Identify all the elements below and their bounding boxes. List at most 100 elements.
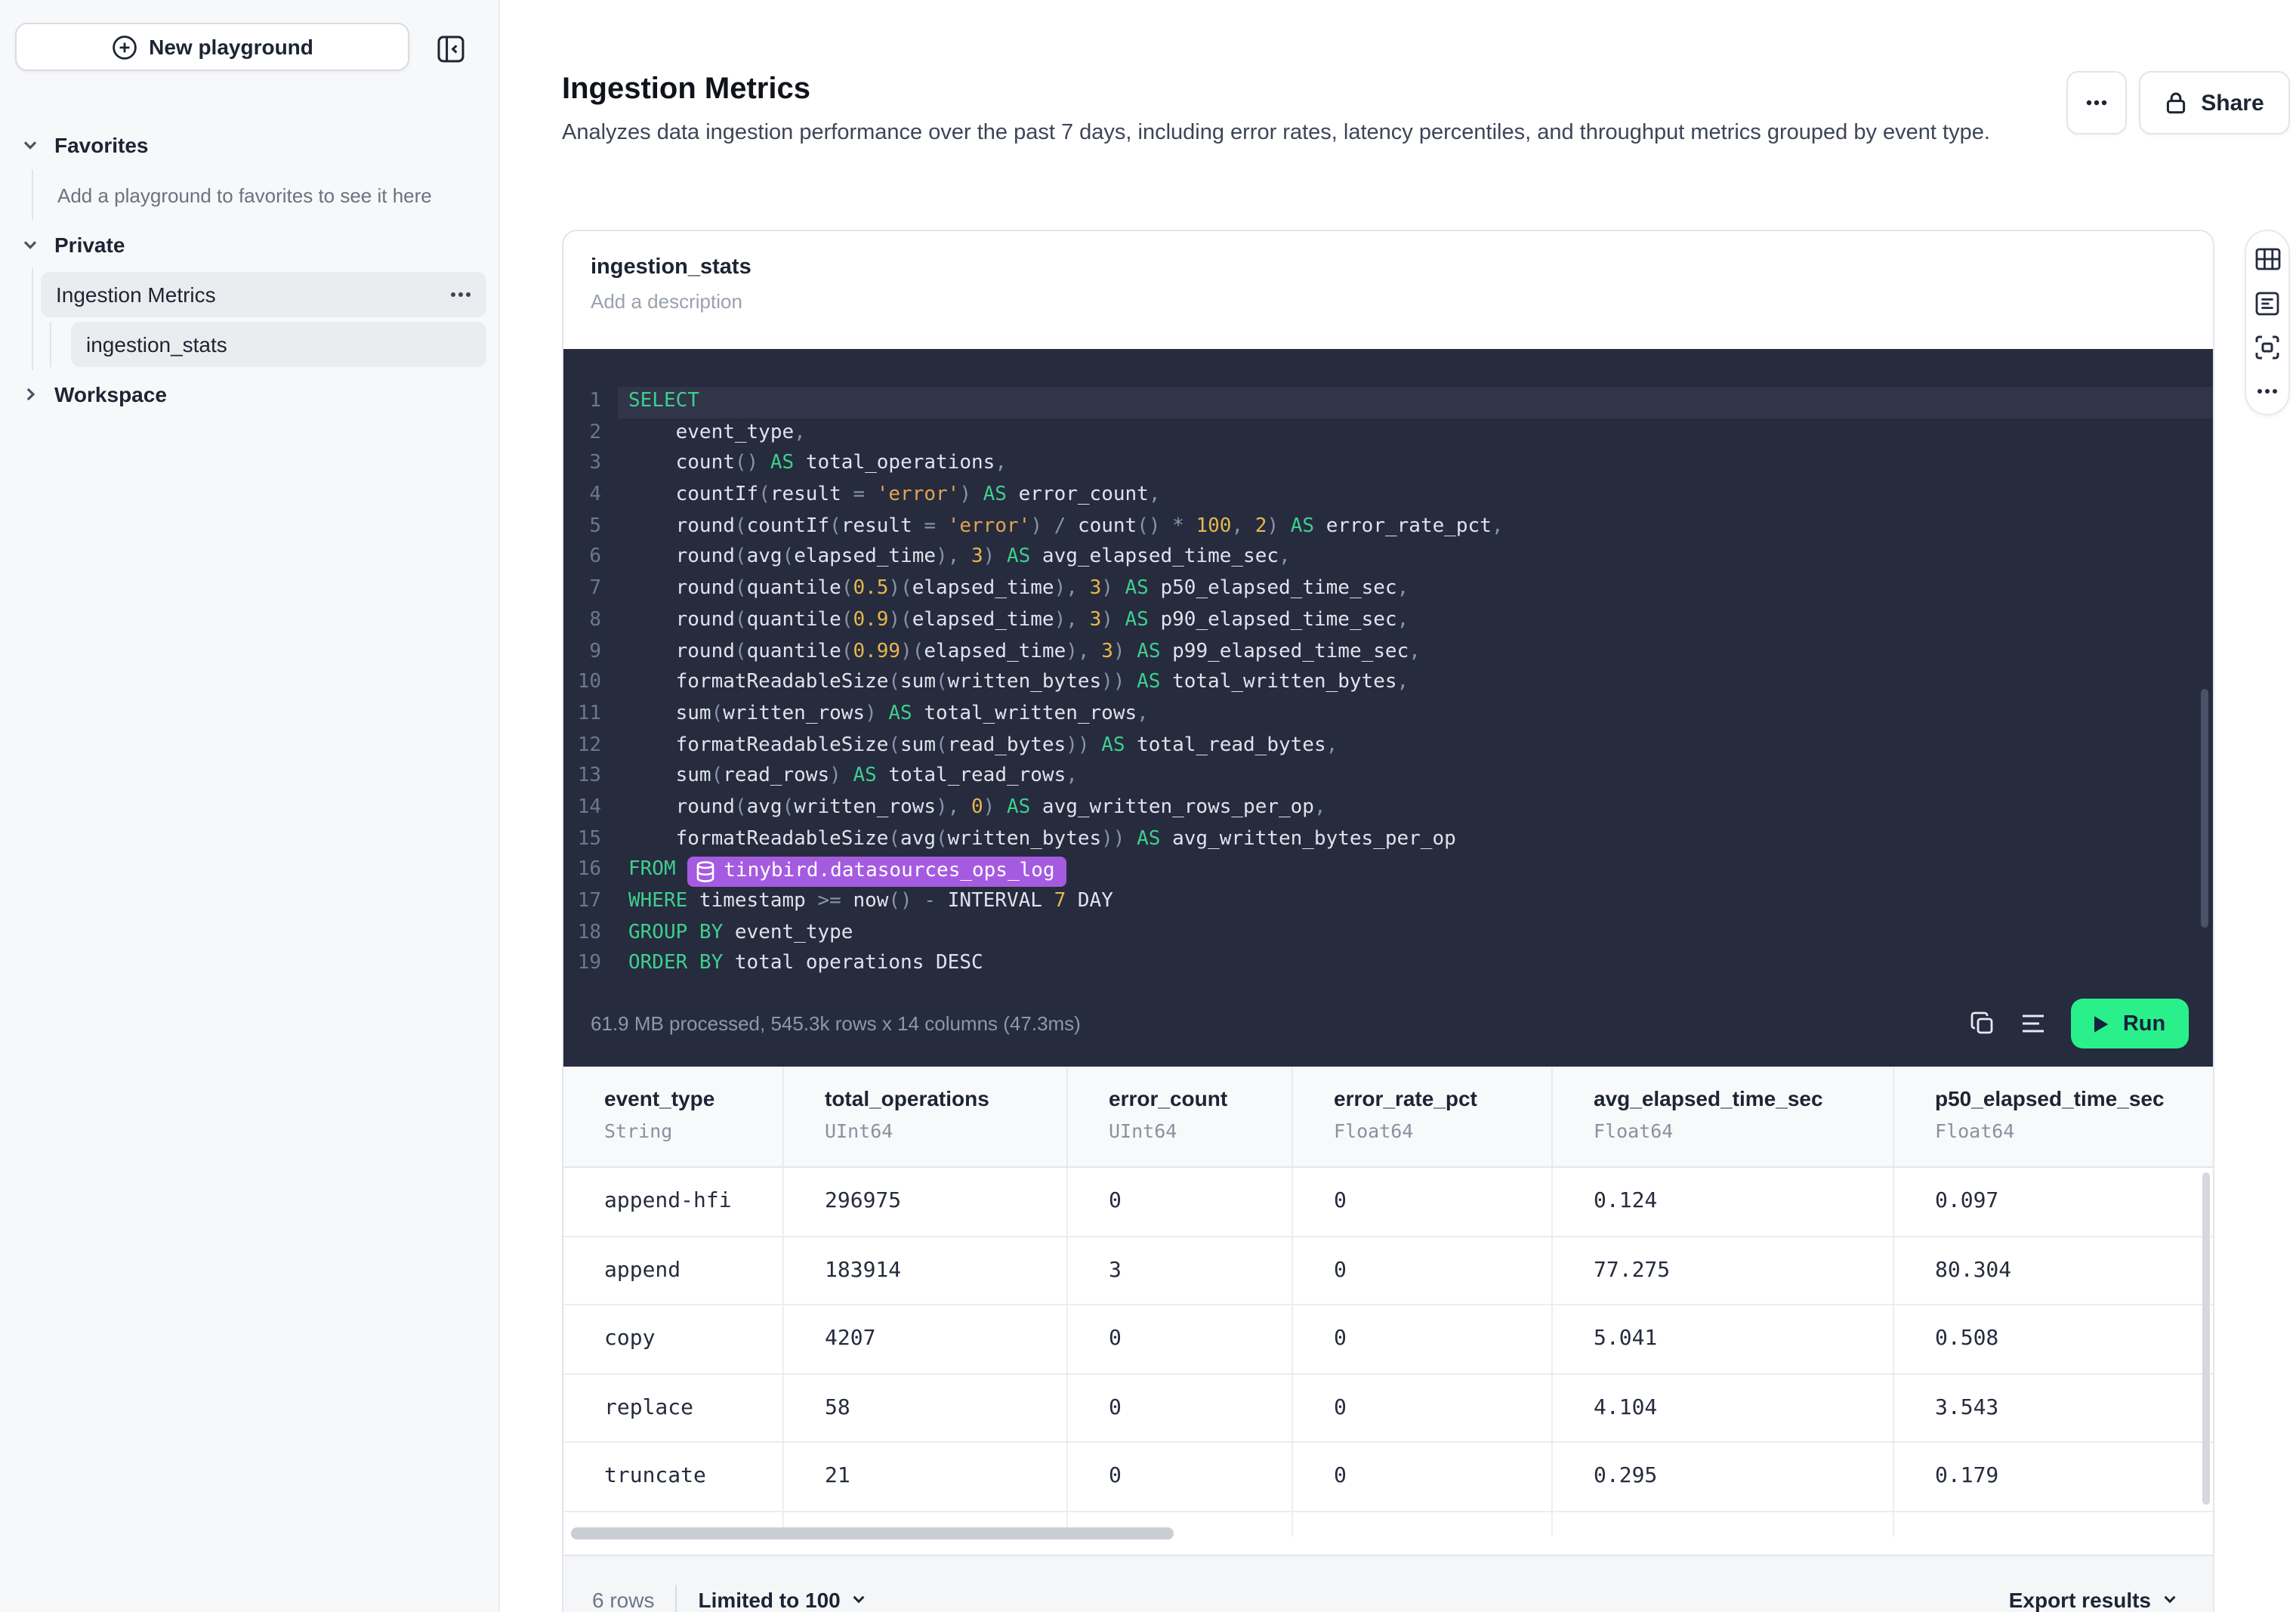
run-button[interactable]: Run xyxy=(2071,999,2189,1048)
line-number: 3 xyxy=(589,452,601,475)
editor-status-bar: 61.9 MB processed, 545.3k rows x 14 colu… xyxy=(591,999,2189,1048)
code-line[interactable]: 3 count() AS total_operations, xyxy=(563,449,2213,480)
code-line[interactable]: 13 sum(read_rows) AS total_read_rows, xyxy=(563,762,2213,793)
ellipsis-icon xyxy=(2086,100,2107,106)
query-stats: 61.9 MB processed, 545.3k rows x 14 colu… xyxy=(591,1012,1081,1035)
table-cell: copy xyxy=(563,1305,784,1373)
column-type: UInt64 xyxy=(825,1119,893,1142)
table-cell: 4207 xyxy=(784,1305,1068,1373)
limit-label: Limited to 100 xyxy=(698,1587,841,1611)
line-number: 7 xyxy=(589,577,601,601)
code-line[interactable]: 5 round(countIf(result = 'error') / coun… xyxy=(563,512,2213,543)
table-cell xyxy=(563,1512,784,1536)
export-results-dropdown[interactable]: Export results xyxy=(2009,1587,2178,1611)
sidebar-section-favorites[interactable]: Favorites xyxy=(21,131,149,159)
column-name: p50_elapsed_time_sec xyxy=(1935,1086,2165,1110)
table-cell xyxy=(1894,1512,2216,1536)
results-table-header: event_type String total_operations UInt64 er… xyxy=(563,1067,2213,1168)
table-vertical-scrollbar[interactable] xyxy=(2202,1172,2210,1505)
new-playground-button[interactable]: New playground xyxy=(15,23,409,71)
line-number: 5 xyxy=(589,514,601,538)
node-header: ingestion_stats Add a description xyxy=(563,231,2213,349)
format-sql-icon[interactable] xyxy=(2021,1014,2045,1033)
code-line[interactable]: 15 formatReadableSize(avg(written_bytes)… xyxy=(563,824,2213,855)
table-cell xyxy=(784,1512,1068,1536)
column-header: event_type String xyxy=(563,1067,784,1166)
code-line[interactable]: 19 ORDER BY total operations DESC xyxy=(563,950,2213,980)
code-line[interactable]: 1 SELECT xyxy=(563,387,2213,418)
code-line[interactable]: 10 formatReadableSize(sum(written_bytes)… xyxy=(563,668,2213,699)
page-title: Ingestion Metrics xyxy=(562,73,810,106)
table-cell: 4.104 xyxy=(1553,1374,1894,1441)
line-number: 1 xyxy=(589,390,601,412)
code-line[interactable]: 16 FROM tinybird.datasources_ops_log xyxy=(563,856,2213,888)
line-number: 17 xyxy=(577,890,601,913)
code-line[interactable]: 4 countIf(result = 'error') AS error_cou… xyxy=(563,480,2213,511)
table-row: truncate 21 0 0 0.295 0.179 xyxy=(563,1443,2213,1512)
code-line[interactable]: 11 sum(written_rows) AS total_written_ro… xyxy=(563,699,2213,730)
line-number: 8 xyxy=(589,608,601,632)
page-more-button[interactable] xyxy=(2066,71,2127,134)
collapse-sidebar-button[interactable] xyxy=(434,32,467,65)
code-line[interactable]: 17 WHERE timestamp >= now() - INTERVAL 7 … xyxy=(563,887,2213,918)
line-number: 13 xyxy=(577,764,601,788)
table-cell: append-hfi xyxy=(563,1168,784,1235)
table-cell: 183914 xyxy=(784,1237,1068,1304)
fullscreen-icon[interactable] xyxy=(2255,334,2279,360)
chevron-right-icon xyxy=(21,385,39,403)
share-button[interactable]: Share xyxy=(2139,71,2290,134)
table-view-icon[interactable] xyxy=(2254,246,2280,272)
run-label: Run xyxy=(2122,1011,2166,1036)
page-description: Analyzes data ingestion performance over… xyxy=(562,121,1990,145)
sql-editor[interactable]: 1 SELECT 2 event_type, 3 count() AS total_o… xyxy=(563,349,2213,1067)
table-cell: 0 xyxy=(1293,1305,1553,1373)
line-number: 4 xyxy=(589,483,601,507)
panel-collapse-icon xyxy=(436,34,464,63)
column-type: Float64 xyxy=(1334,1119,1414,1142)
table-cell: 0 xyxy=(1068,1443,1293,1510)
export-label: Export results xyxy=(2008,1587,2151,1611)
table-row: append 183914 3 0 77.275 80.304 xyxy=(563,1237,2213,1305)
table-cell: 58 xyxy=(784,1374,1068,1441)
chevron-down-icon xyxy=(851,1591,868,1607)
toolbar-more-icon[interactable] xyxy=(2257,378,2278,403)
code-line[interactable]: 18 GROUP BY event_type xyxy=(563,918,2213,949)
sidebar-item-ingestion-stats[interactable]: ingestion_stats xyxy=(71,322,486,367)
chart-view-icon[interactable] xyxy=(2255,290,2279,316)
line-number: 18 xyxy=(577,921,601,944)
copy-icon[interactable] xyxy=(1970,1011,1995,1036)
table-cell: 0 xyxy=(1293,1374,1553,1441)
chevron-down-icon xyxy=(2162,1591,2178,1607)
line-number: 11 xyxy=(577,702,601,725)
column-header: total_operations UInt64 xyxy=(784,1067,1068,1166)
code-line[interactable]: 6 round(avg(elapsed_time), 3) AS avg_ela… xyxy=(563,543,2213,574)
code-line[interactable]: 8 round(quantile(0.9)(elapsed_time), 3) … xyxy=(563,606,2213,637)
limit-dropdown[interactable]: Limited to 100 xyxy=(698,1587,867,1611)
table-cell: 0 xyxy=(1068,1168,1293,1235)
column-type: UInt64 xyxy=(1109,1119,1177,1142)
sidebar-section-private[interactable]: Private xyxy=(21,231,125,258)
table-horizontal-scrollbar[interactable] xyxy=(571,1527,1174,1539)
item-more-icon[interactable] xyxy=(450,292,471,298)
code-line[interactable]: 7 round(quantile(0.5)(elapsed_time), 3) … xyxy=(563,574,2213,605)
code-line[interactable]: 2 event_type, xyxy=(563,418,2213,449)
results-table: event_type String total_operations UInt64 er… xyxy=(563,1067,2213,1536)
code-line[interactable]: 14 round(avg(written_rows), 0) AS avg_wr… xyxy=(563,793,2213,824)
table-cell xyxy=(1293,1512,1553,1536)
code-line[interactable]: 12 formatReadableSize(sum(read_bytes)) A… xyxy=(563,730,2213,761)
node-name[interactable]: ingestion_stats xyxy=(591,255,751,279)
sidebar: New playground Favorites Add a playgroun… xyxy=(0,0,500,1612)
datasource-pill[interactable]: tinybird.datasources_ops_log xyxy=(687,857,1067,888)
view-toolbar xyxy=(2245,230,2290,415)
sidebar-section-workspace[interactable]: Workspace xyxy=(21,381,167,408)
node-description-placeholder[interactable]: Add a description xyxy=(591,290,742,313)
playground-node-card: ingestion_stats Add a description 1 SELEC… xyxy=(562,230,2214,1612)
editor-scrollbar[interactable] xyxy=(2201,689,2208,928)
table-row-clipped xyxy=(563,1512,2213,1536)
code-line[interactable]: 9 round(quantile(0.99)(elapsed_time), 3)… xyxy=(563,637,2213,668)
code-area[interactable]: 1 SELECT 2 event_type, 3 count() AS total_o… xyxy=(563,387,2213,980)
chevron-down-icon xyxy=(21,136,39,154)
share-label: Share xyxy=(2201,90,2264,116)
sidebar-item-ingestion-metrics[interactable]: Ingestion Metrics xyxy=(41,272,486,317)
table-cell: 0 xyxy=(1293,1237,1553,1304)
